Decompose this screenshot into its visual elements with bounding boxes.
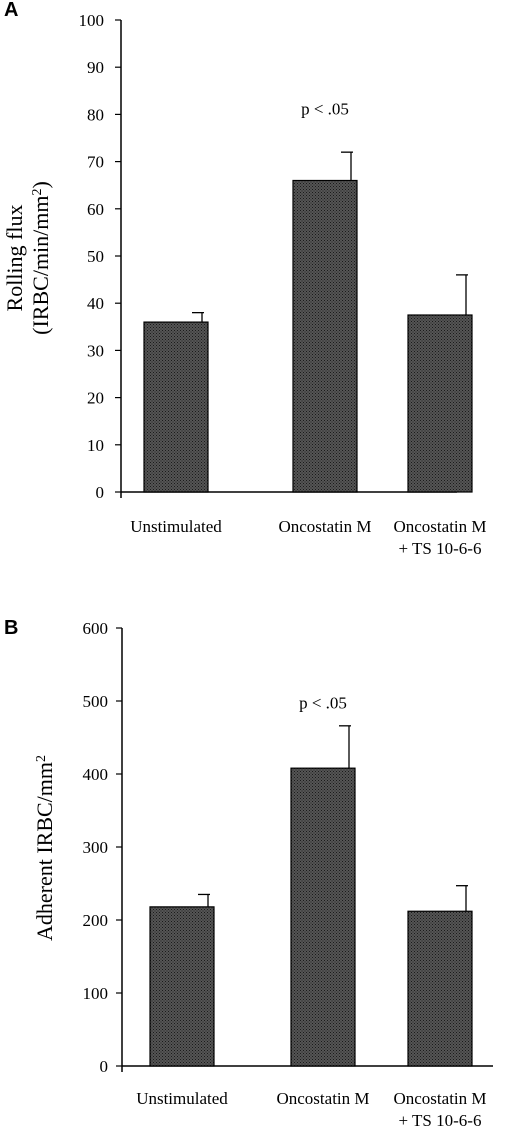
bar bbox=[149, 906, 215, 1067]
bar bbox=[407, 314, 473, 493]
x-category-label: Unstimulated bbox=[136, 1089, 228, 1108]
y-tick-label: 80 bbox=[87, 105, 104, 124]
y-tick-label: 50 bbox=[87, 247, 104, 266]
panel-letter-b: B bbox=[4, 617, 18, 639]
y-tick-label: 10 bbox=[87, 436, 104, 455]
y-tick-label: 70 bbox=[87, 153, 104, 172]
x-category-label: + TS 10-6-6 bbox=[399, 1111, 482, 1130]
y-tick-label: 100 bbox=[83, 984, 109, 1003]
y-tick-label: 600 bbox=[83, 619, 109, 638]
panel-a: A Rolling flux (IRBC/min/mm2) 0 10 20 30 40 5… bbox=[2, 0, 487, 558]
y-tick-label: 300 bbox=[83, 838, 109, 857]
x-category-label: Oncostatin M bbox=[278, 517, 371, 536]
y-tick-label: 0 bbox=[100, 1057, 109, 1076]
y-tick-label: 0 bbox=[96, 483, 105, 502]
y-axis-title-a-line2: (IRBC/min/mm2) bbox=[28, 181, 53, 335]
panel-letter-a: A bbox=[4, 0, 18, 21]
y-axis-title-b-sup: 2 bbox=[34, 755, 49, 762]
significance-annotation: p < .05 bbox=[301, 99, 349, 118]
y-tick-label: 400 bbox=[83, 765, 109, 784]
y-tick-label: 200 bbox=[83, 911, 109, 930]
plot-area-b: 0 100 200 300 400 500 600 Unstimulated Oncostati… bbox=[83, 619, 493, 1130]
x-category-label: Unstimulated bbox=[130, 517, 222, 536]
y-tick-label: 40 bbox=[87, 294, 104, 313]
y-axis-title-a-line1: Rolling flux bbox=[2, 205, 27, 312]
y-axis-title-b: Adherent IRBC/mm2 bbox=[32, 755, 57, 941]
x-category-label: Oncostatin M bbox=[393, 1089, 486, 1108]
x-category-label: Oncostatin M bbox=[276, 1089, 369, 1108]
y-tick-label: 30 bbox=[87, 341, 104, 360]
bar bbox=[292, 179, 358, 493]
plot-area-a: 0 10 20 30 40 50 60 70 80 90 100 Unstimulated Oncost… bbox=[79, 11, 487, 558]
panel-b: B Adherent IRBC/mm2 0 100 200 300 400 500 600 U… bbox=[4, 617, 493, 1130]
y-axis-title-b-text: Adherent IRBC/mm2 bbox=[32, 755, 57, 941]
bar bbox=[290, 767, 356, 1067]
x-category-label: Oncostatin M bbox=[393, 517, 486, 536]
y-axis-title-a: Rolling flux (IRBC/min/mm2) bbox=[2, 181, 53, 335]
bar bbox=[143, 321, 209, 493]
significance-annotation: p < .05 bbox=[299, 693, 347, 712]
y-tick-label: 20 bbox=[87, 389, 104, 408]
y-axis-title-a-unit: (IRBC/min/mm bbox=[28, 195, 53, 334]
y-axis-title-a-close: ) bbox=[28, 181, 53, 188]
x-category-label: + TS 10-6-6 bbox=[399, 539, 482, 558]
y-tick-label: 500 bbox=[83, 692, 109, 711]
y-tick-label: 90 bbox=[87, 58, 104, 77]
bar bbox=[407, 910, 473, 1067]
y-tick-label: 100 bbox=[79, 11, 105, 30]
y-tick-label: 60 bbox=[87, 200, 104, 219]
y-axis-title-a-sup: 2 bbox=[30, 188, 45, 195]
y-axis-title-b-main: Adherent IRBC/mm bbox=[32, 762, 57, 941]
